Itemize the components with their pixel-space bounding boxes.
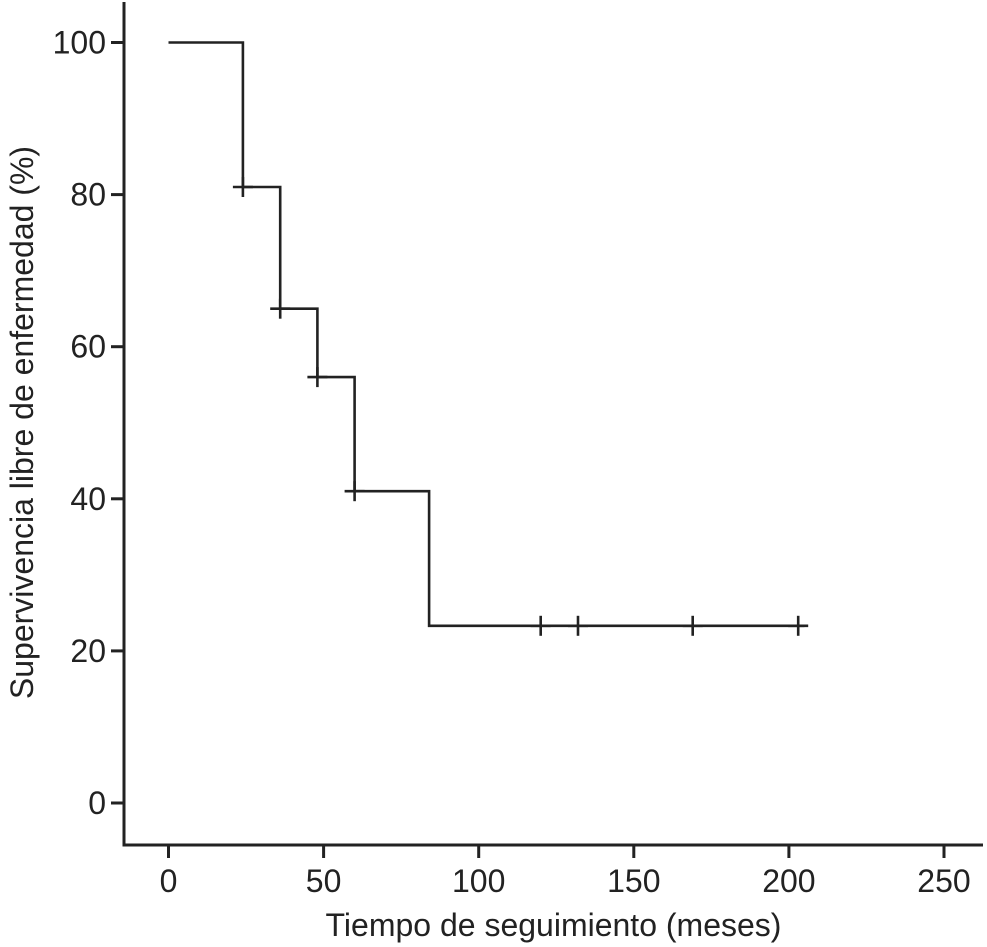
y-tick-label: 40 — [70, 481, 106, 517]
x-tick-label: 100 — [452, 863, 505, 899]
y-tick-label: 100 — [53, 25, 106, 61]
x-tick-label: 200 — [762, 863, 815, 899]
x-tick-label: 0 — [160, 863, 178, 899]
survival-curve-path — [168, 41, 805, 628]
y-tick-label: 80 — [70, 177, 106, 213]
x-tick-label: 250 — [917, 863, 970, 899]
x-tick-label: 50 — [306, 863, 342, 899]
y-tick-label: 20 — [70, 633, 106, 669]
x-axis-title: Tiempo de seguimiento (meses) — [325, 907, 782, 943]
y-tick-label: 60 — [70, 329, 106, 365]
y-tick-label: 0 — [88, 785, 106, 821]
x-tick-label: 150 — [607, 863, 660, 899]
y-axis-title: Supervivencia libre de enfermedad (%) — [4, 145, 40, 700]
